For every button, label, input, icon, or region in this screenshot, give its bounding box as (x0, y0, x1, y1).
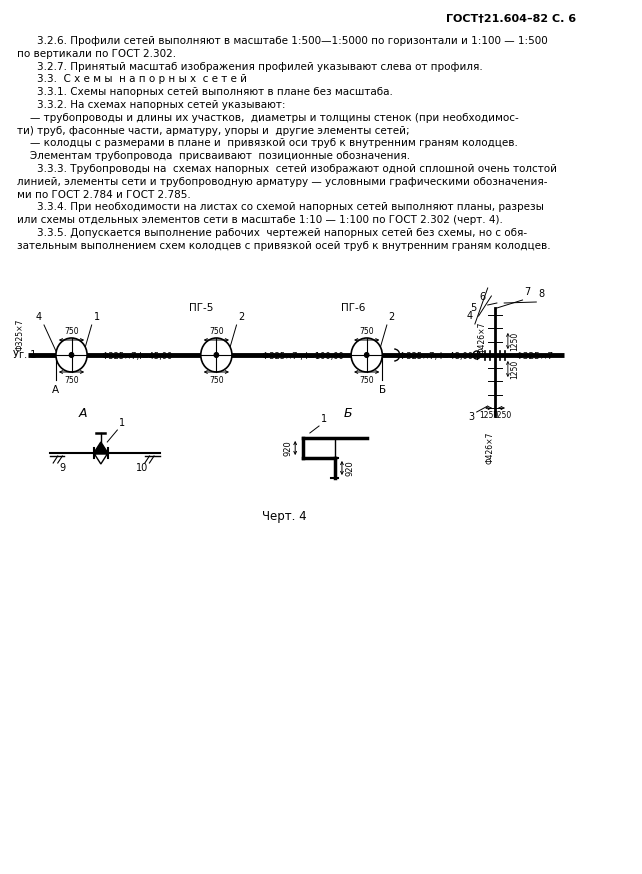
Text: ПГ-5: ПГ-5 (189, 303, 214, 313)
Text: Ф325×7; l=48,00: Ф325×7; l=48,00 (399, 352, 473, 361)
Text: Ф325×7: Ф325×7 (516, 352, 553, 361)
Text: 3.3.  С х е м ы  н а п о р н ы х  с е т е й: 3.3. С х е м ы н а п о р н ы х с е т е й (37, 74, 247, 85)
Text: Ф325×7;l=45,00: Ф325×7;l=45,00 (102, 352, 173, 361)
Text: 3.3.5. Допускается выполнение рабочих  чертежей напорных сетей без схемы, но с о: 3.3.5. Допускается выполнение рабочих че… (37, 228, 527, 238)
Text: или схемы отдельных элементов сети в масштабе 1:10 — 1:100 по ГОСТ 2.302 (черт. : или схемы отдельных элементов сети в мас… (17, 215, 503, 225)
Text: 750: 750 (209, 376, 223, 385)
Text: 6: 6 (480, 292, 486, 302)
Circle shape (351, 338, 382, 372)
Text: Элементам трубопровода  присваивают  позиционные обозначения.: Элементам трубопровода присваивают позиц… (17, 151, 410, 161)
Circle shape (365, 352, 369, 357)
Text: 8: 8 (538, 289, 544, 299)
Circle shape (69, 352, 74, 357)
Text: 4: 4 (467, 311, 473, 321)
Text: 2: 2 (388, 312, 395, 322)
Text: 7: 7 (525, 287, 531, 297)
Text: 920: 920 (283, 440, 293, 456)
Text: 3.3.3. Трубопроводы на  схемах напорных  сетей изображают одной сплошной очень т: 3.3.3. Трубопроводы на схемах напорных с… (37, 164, 557, 174)
Polygon shape (94, 442, 107, 452)
Text: 3.3.1. Схемы напорных сетей выполняют в плане без масштаба.: 3.3.1. Схемы напорных сетей выполняют в … (37, 87, 392, 97)
Text: 750: 750 (64, 376, 79, 385)
Text: 750: 750 (64, 327, 79, 336)
Text: 750: 750 (360, 327, 374, 336)
Text: 1250: 1250 (479, 411, 498, 420)
Text: по вертикали по ГОСТ 2.302.: по вертикали по ГОСТ 2.302. (17, 49, 176, 59)
Text: 4: 4 (36, 312, 42, 322)
Circle shape (56, 338, 87, 372)
Text: 3.2.7. Принятый масштаб изображения профилей указывают слева от профиля.: 3.2.7. Принятый масштаб изображения проф… (37, 61, 482, 72)
Text: Б: Б (344, 407, 352, 420)
Text: Уг. 1: Уг. 1 (13, 350, 36, 360)
Text: линией, элементы сети и трубопроводную арматуру — условными графическими обознач: линией, элементы сети и трубопроводную а… (17, 177, 547, 187)
Text: ми по ГОСТ 2.784 и ГОСТ 2.785.: ми по ГОСТ 2.784 и ГОСТ 2.785. (17, 190, 190, 199)
Text: Ф426×7: Ф426×7 (485, 432, 494, 464)
Text: 3: 3 (469, 412, 475, 422)
Text: 1250: 1250 (492, 411, 511, 420)
Text: 10: 10 (136, 463, 148, 473)
Text: 2: 2 (238, 312, 245, 322)
Text: Б: Б (379, 385, 386, 395)
Text: 5: 5 (471, 303, 477, 313)
Text: Ф426×7: Ф426×7 (478, 322, 487, 354)
Text: ГОСТ†21.604–82 С. 6: ГОСТ†21.604–82 С. 6 (446, 14, 576, 24)
Text: 3.3.2. На схемах напорных сетей указывают:: 3.3.2. На схемах напорных сетей указываю… (37, 100, 285, 110)
Text: 9: 9 (59, 463, 65, 473)
Text: 3.3.4. При необходимости на листах со схемой напорных сетей выполняют планы, раз: 3.3.4. При необходимости на листах со сх… (37, 203, 544, 212)
Text: 1: 1 (94, 312, 100, 322)
Text: зательным выполнением схем колодцев с привязкой осей труб к внутренним граням ко: зательным выполнением схем колодцев с пр… (17, 241, 550, 251)
Text: 1250: 1250 (510, 359, 519, 378)
Text: — колодцы с размерами в плане и  привязкой оси труб к внутренним граням колодцев: — колодцы с размерами в плане и привязко… (17, 138, 517, 149)
Text: 1250: 1250 (510, 331, 519, 350)
Text: Ф325×7: Ф325×7 (15, 319, 24, 351)
Text: 3.2.6. Профили сетей выполняют в масштабе 1:500—1:5000 по горизонтали и 1:100 — : 3.2.6. Профили сетей выполняют в масштаб… (37, 36, 548, 46)
Text: А: А (53, 385, 60, 395)
Text: 750: 750 (360, 376, 374, 385)
Text: 750: 750 (209, 327, 223, 336)
Circle shape (214, 352, 219, 357)
Circle shape (201, 338, 232, 372)
Text: А: А (78, 407, 87, 420)
Text: — трубопроводы и длины их участков,  диаметры и толщины стенок (при необходимос-: — трубопроводы и длины их участков, диам… (17, 113, 518, 123)
Text: 1: 1 (119, 418, 125, 428)
Text: Черт. 4: Черт. 4 (262, 510, 306, 523)
Text: 920: 920 (345, 460, 354, 475)
Text: 1: 1 (321, 414, 327, 424)
Text: ПГ-6: ПГ-6 (341, 303, 365, 313)
Text: Ф325×7 ; l=100,00: Ф325×7 ; l=100,00 (262, 352, 343, 361)
Text: ти) труб, фасонные части, арматуру, упоры и  другие элементы сетей;: ти) труб, фасонные части, арматуру, упор… (17, 126, 409, 135)
